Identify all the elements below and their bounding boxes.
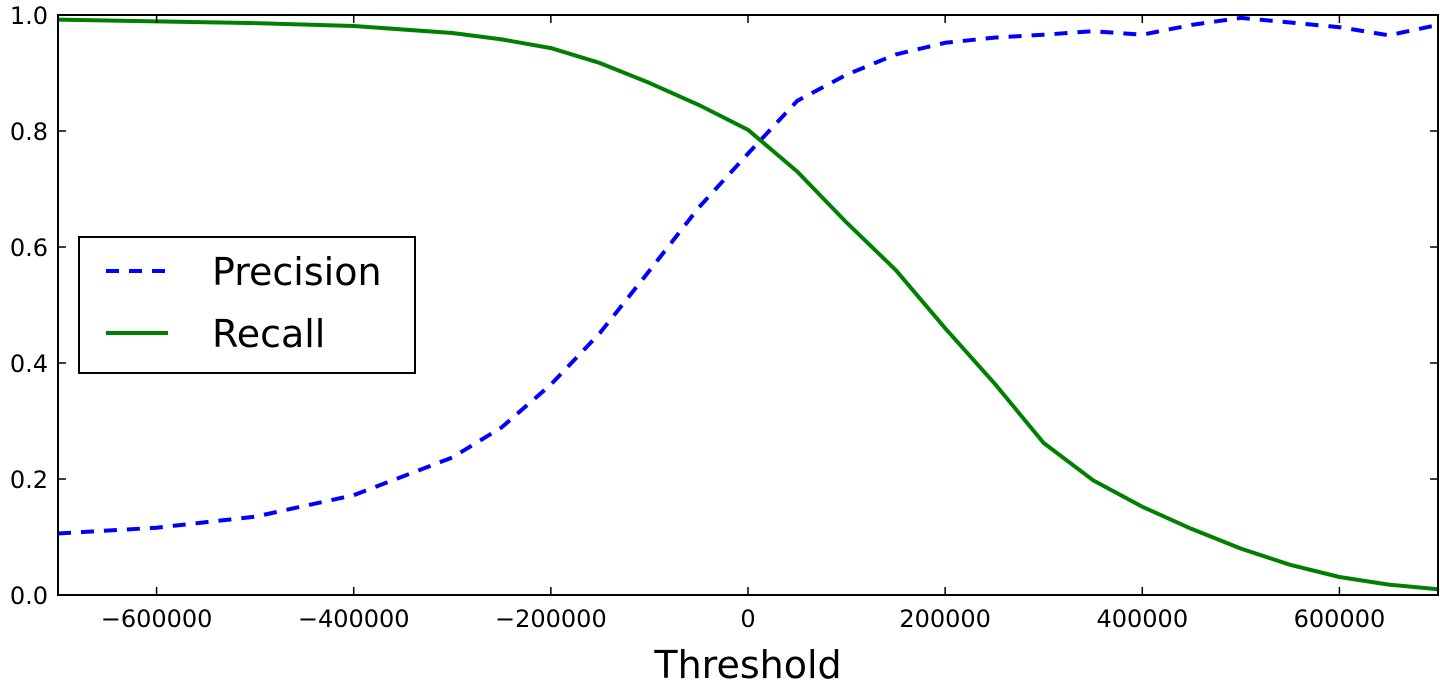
x-tick-label: 200000 <box>899 605 991 633</box>
y-tick-label: 0.4 <box>10 350 48 378</box>
x-tick-label: −200000 <box>495 605 607 633</box>
y-tick-label: 0.2 <box>10 466 48 494</box>
x-tick-label: 600000 <box>1294 605 1386 633</box>
y-tick-label: 0.8 <box>10 118 48 146</box>
legend-label-precision: Precision <box>212 250 382 294</box>
y-tick-label: 1.0 <box>10 2 48 30</box>
series-line-recall <box>57 17 1439 592</box>
y-tick-label: 0.6 <box>10 234 48 262</box>
legend: Precision Recall <box>78 236 416 374</box>
series-layer <box>57 15 1439 592</box>
x-tick-label: 0 <box>740 605 755 633</box>
x-tick-label: −400000 <box>298 605 410 633</box>
legend-box <box>78 236 416 374</box>
x-tick-label: −600000 <box>101 605 213 633</box>
ticks-layer: −600000 −400000 −200000 0 200000 400000 600000… <box>10 2 1438 633</box>
series-line-precision <box>57 15 1439 536</box>
x-tick-label: 400000 <box>1096 605 1188 633</box>
y-tick-label: 0.0 <box>10 582 48 610</box>
x-axis-title: Threshold <box>653 643 841 682</box>
legend-label-recall: Recall <box>212 312 325 356</box>
